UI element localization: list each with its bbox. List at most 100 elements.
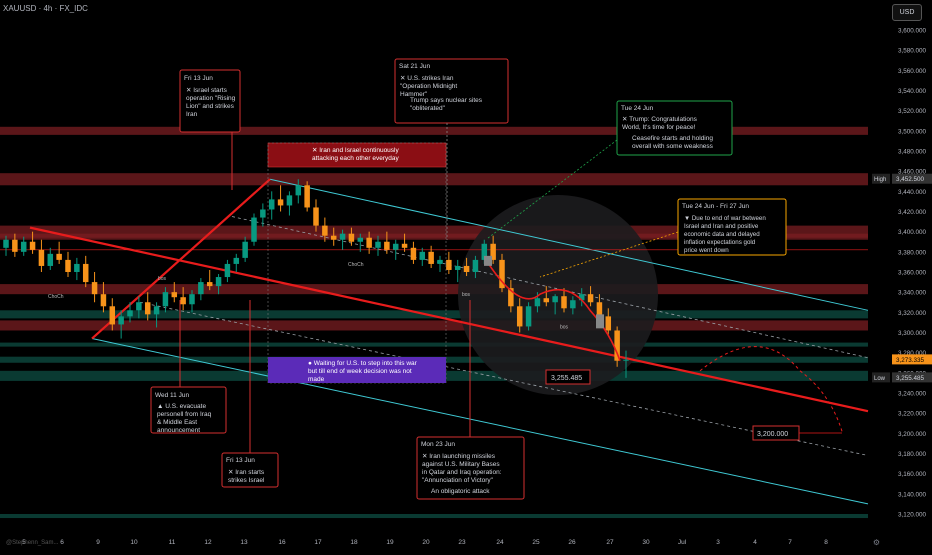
candle-body[interactable]: [428, 251, 434, 264]
candle-body[interactable]: [189, 294, 195, 305]
callout-tue24[interactable]: [616, 100, 733, 156]
candle-body[interactable]: [605, 316, 612, 331]
candle-body[interactable]: [3, 239, 9, 248]
callout-text: price went down: [684, 247, 729, 254]
candle-body[interactable]: [552, 296, 558, 303]
y-tick-label: 3,380.000: [898, 249, 927, 256]
event-box-purple[interactable]: [268, 357, 446, 383]
candle-body[interactable]: [198, 282, 204, 295]
candle-body[interactable]: [65, 259, 71, 272]
candle-body[interactable]: [20, 241, 27, 252]
candle-body[interactable]: [446, 259, 452, 270]
callout-text: ✕ U.S. strikes Iran: [400, 75, 454, 82]
callout-pointer: [487, 139, 618, 239]
candle-body[interactable]: [384, 241, 390, 250]
price-zone: [0, 173, 868, 186]
callout-wed11[interactable]: [150, 386, 227, 434]
candle-body[interactable]: [339, 233, 346, 240]
candle-body[interactable]: [268, 199, 275, 210]
candle-body[interactable]: [171, 292, 178, 298]
callout-tue24-fri27[interactable]: [677, 198, 787, 256]
candle-body[interactable]: [499, 259, 505, 289]
candle-body[interactable]: [366, 237, 372, 248]
candle-body[interactable]: [322, 225, 328, 236]
candle-body[interactable]: [100, 294, 107, 307]
price-zone: [0, 284, 868, 295]
low-price-tag[interactable]: [545, 369, 591, 385]
candle-body[interactable]: [490, 243, 496, 260]
candle-body[interactable]: [233, 257, 240, 264]
candle-body[interactable]: [295, 185, 302, 196]
candle-body[interactable]: [543, 298, 550, 303]
candle-body[interactable]: [47, 253, 54, 266]
red-trendline: [29, 226, 869, 413]
callout-text: & Middle East: [157, 419, 197, 426]
candle-body[interactable]: [38, 249, 45, 266]
candle-body[interactable]: [454, 265, 461, 270]
candle-body[interactable]: [153, 306, 160, 315]
candle-body[interactable]: [242, 241, 248, 258]
candle-body[interactable]: [286, 195, 293, 206]
candle-body[interactable]: [578, 294, 585, 301]
x-tick-label: 23: [458, 539, 466, 546]
candle-body[interactable]: [508, 288, 514, 307]
candle-body[interactable]: [144, 302, 151, 315]
candle-body[interactable]: [91, 282, 98, 295]
settings-icon[interactable]: ⚙: [872, 538, 880, 547]
candle-body[interactable]: [12, 239, 18, 252]
candle-body[interactable]: [481, 243, 488, 260]
candle-body[interactable]: [304, 185, 310, 208]
candle-body[interactable]: [375, 241, 381, 248]
high-value-bg: [892, 173, 932, 184]
candle-body[interactable]: [162, 292, 169, 307]
candle-body[interactable]: [570, 300, 576, 309]
candle-body[interactable]: [410, 247, 417, 260]
candle-body[interactable]: [392, 243, 399, 250]
candle-body[interactable]: [180, 297, 186, 305]
candle-body[interactable]: [260, 209, 266, 218]
candle-body[interactable]: [401, 243, 408, 248]
candle-body[interactable]: [215, 277, 222, 287]
candle-body[interactable]: [419, 251, 426, 260]
candle-body[interactable]: [206, 282, 213, 287]
candle-body[interactable]: [136, 302, 142, 311]
candle-body[interactable]: [29, 241, 36, 250]
candle-body[interactable]: [82, 263, 89, 283]
candle-body[interactable]: [330, 235, 337, 240]
candle-body[interactable]: [224, 263, 231, 278]
price-axis[interactable]: [870, 0, 932, 550]
candle-body[interactable]: [118, 316, 124, 325]
candle-body[interactable]: [277, 199, 284, 206]
symbol-header[interactable]: XAUUSD · 4h · FX_IDC: [3, 4, 88, 13]
callout-fri13-top[interactable]: [179, 69, 241, 133]
candle-body[interactable]: [127, 310, 133, 317]
event-range: [267, 142, 447, 384]
candle-body[interactable]: [587, 294, 594, 303]
candle-body[interactable]: [623, 359, 629, 361]
x-tick-label: 5: [22, 539, 26, 546]
low-marker-label: Low: [874, 376, 886, 382]
callout-sat21[interactable]: [394, 58, 509, 124]
y-tick-label: 3,120.000: [898, 512, 927, 519]
candle-body[interactable]: [561, 296, 567, 309]
candle-body[interactable]: [463, 265, 470, 272]
high-marker-label: High: [874, 177, 886, 183]
candle-body[interactable]: [596, 302, 603, 317]
candle-body[interactable]: [313, 207, 319, 226]
candle-body[interactable]: [516, 306, 523, 327]
candle-body[interactable]: [357, 237, 364, 242]
candle-body[interactable]: [251, 217, 257, 242]
candle-body[interactable]: [525, 306, 532, 327]
candle-body[interactable]: [534, 298, 541, 307]
candle-body[interactable]: [614, 330, 620, 361]
callout-date: Tue 24 Jun: [621, 105, 654, 112]
candle-body[interactable]: [437, 259, 443, 264]
candle-body[interactable]: [56, 253, 62, 260]
low-price-text: 3,255.485: [551, 375, 582, 382]
candle-body[interactable]: [109, 306, 116, 325]
currency-button[interactable]: USD: [892, 4, 922, 21]
candle-body[interactable]: [472, 259, 479, 272]
candle-body[interactable]: [74, 263, 80, 272]
candle-body[interactable]: [348, 233, 355, 242]
